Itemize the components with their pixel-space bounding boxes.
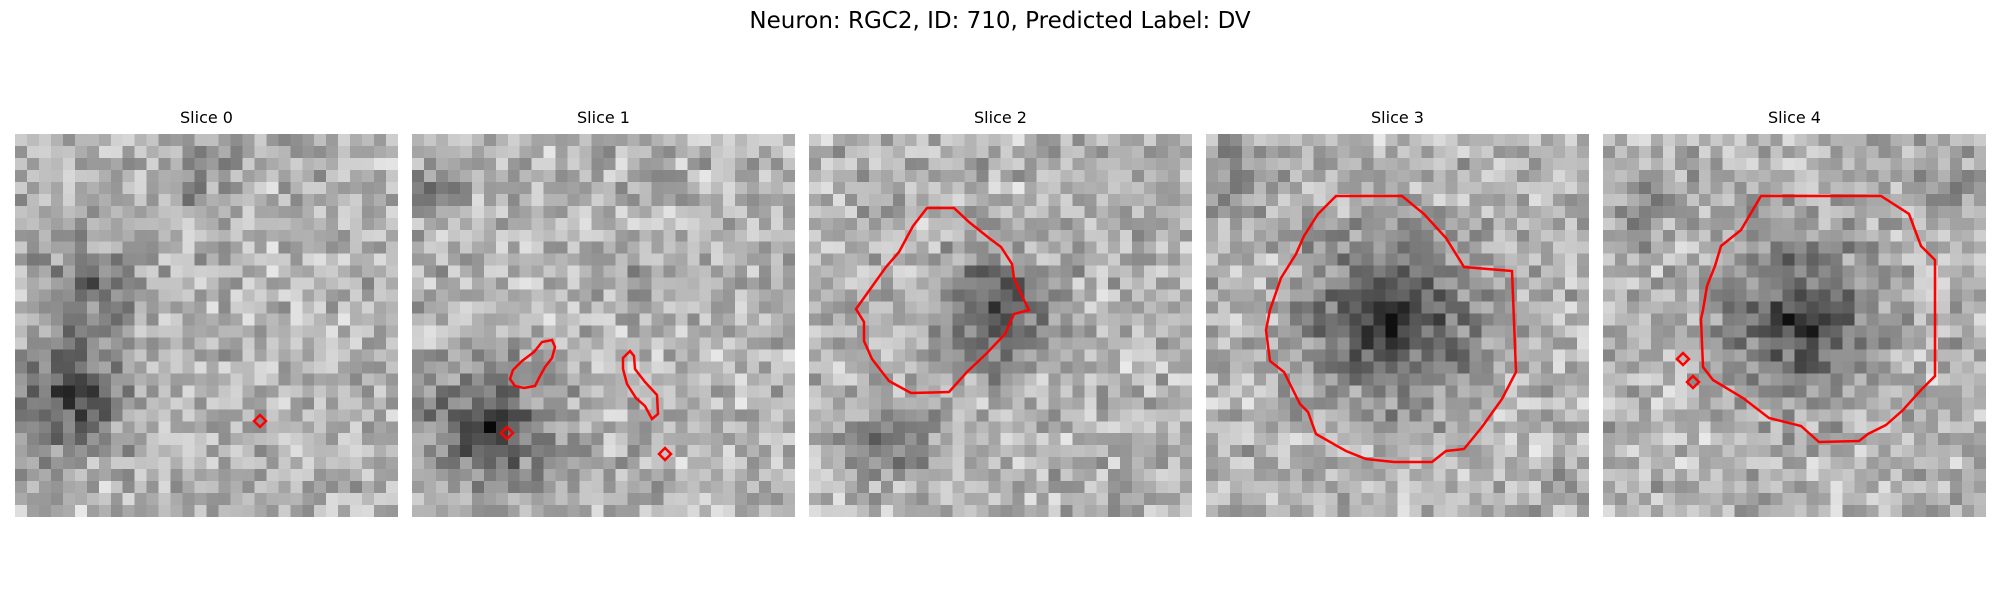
roi-contour	[854, 206, 1031, 395]
segmentation-contour-overlay	[499, 338, 673, 462]
grayscale-pixel-image	[1206, 134, 1589, 517]
slice-image	[1603, 134, 1986, 517]
grayscale-pixel-image	[15, 134, 398, 517]
segmentation-contour-overlay	[1675, 194, 1937, 444]
figure-title: Neuron: RGC2, ID: 710, Predicted Label: …	[749, 8, 1251, 34]
slice-image	[1206, 134, 1589, 517]
roi-contour	[1264, 194, 1518, 464]
segmentation-contour-overlay	[854, 206, 1031, 395]
roi-contour	[499, 425, 515, 441]
roi-contour	[1699, 194, 1937, 444]
grayscale-pixel-image	[412, 134, 795, 517]
slice-panel-0: Slice 0	[15, 108, 398, 518]
slice-title: Slice 1	[577, 108, 630, 127]
grayscale-pixel-image	[809, 134, 1192, 517]
segmentation-contour-overlay	[1264, 194, 1518, 464]
slice-title: Slice 0	[180, 108, 233, 127]
grayscale-pixel-image	[1603, 134, 1986, 517]
slice-image	[809, 134, 1192, 517]
roi-contour	[657, 446, 673, 462]
roi-contour	[508, 338, 557, 390]
slice-panel-3: Slice 3	[1206, 108, 1589, 518]
roi-contour	[252, 413, 268, 429]
slice-title: Slice 4	[1768, 108, 1821, 127]
slice-title: Slice 2	[974, 108, 1027, 127]
slice-image	[412, 134, 795, 517]
slice-title: Slice 3	[1371, 108, 1424, 127]
roi-contour	[1685, 374, 1701, 390]
roi-contour	[621, 349, 660, 421]
slice-panel-1: Slice 1	[412, 108, 795, 518]
slice-image	[15, 134, 398, 517]
roi-contour	[1675, 351, 1691, 367]
segmentation-contour-overlay	[252, 413, 268, 429]
slice-panel-4: Slice 4	[1603, 108, 1986, 518]
slice-panel-2: Slice 2	[809, 108, 1192, 518]
